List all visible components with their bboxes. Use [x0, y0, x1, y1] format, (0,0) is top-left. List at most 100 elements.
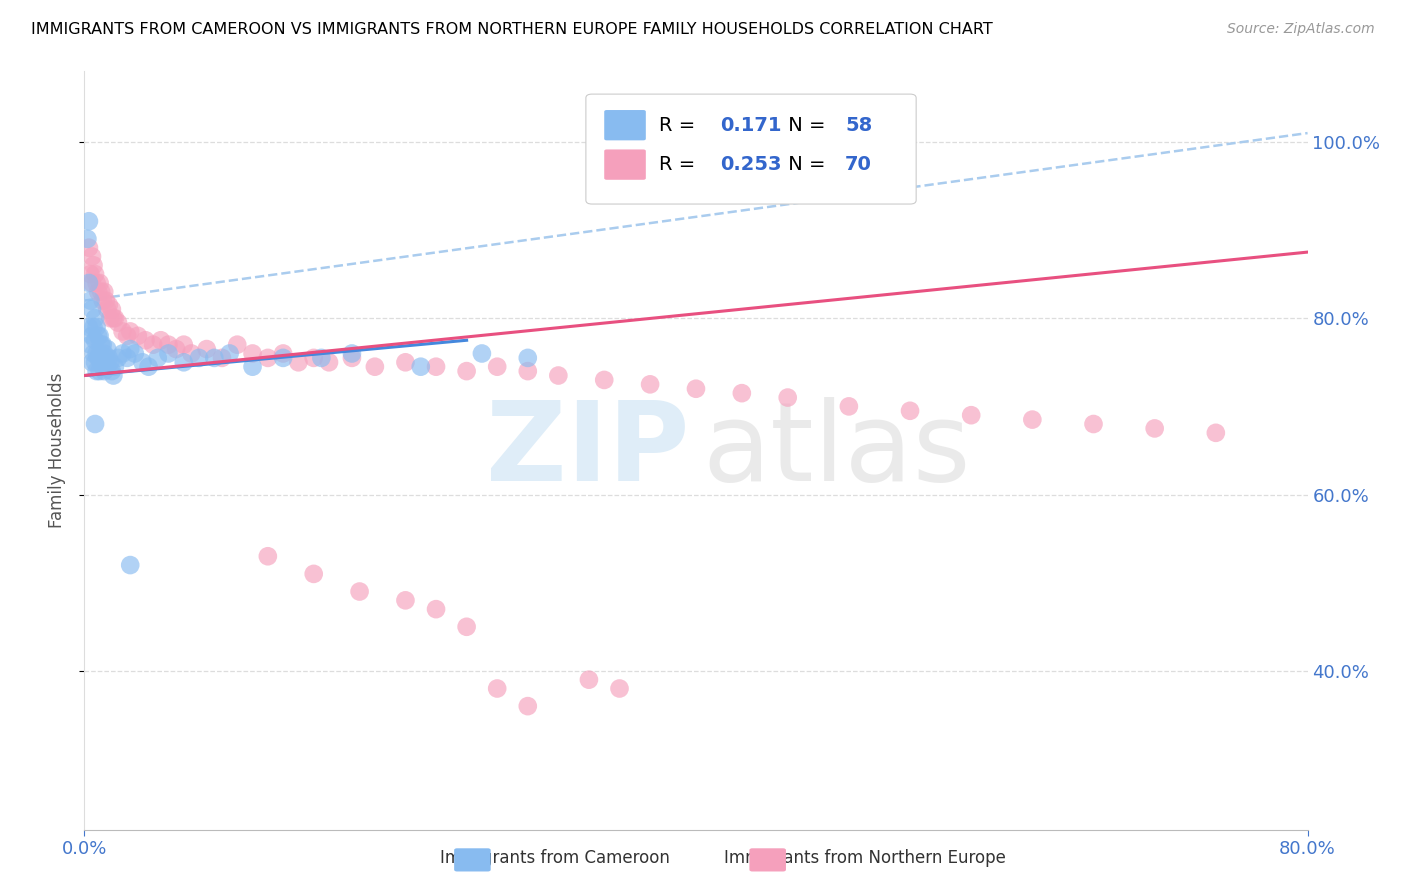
Text: 0.253: 0.253	[720, 155, 782, 174]
Point	[731, 386, 754, 401]
Point	[211, 351, 233, 365]
Point	[86, 346, 108, 360]
Point	[456, 364, 478, 378]
Point	[79, 337, 101, 351]
Point	[80, 250, 103, 264]
Point	[96, 359, 118, 374]
Point	[157, 346, 180, 360]
Point	[107, 316, 129, 330]
Text: 58: 58	[845, 116, 873, 135]
Point	[80, 329, 103, 343]
Point	[80, 302, 103, 317]
Point	[173, 355, 195, 369]
Point	[226, 337, 249, 351]
FancyBboxPatch shape	[586, 95, 917, 204]
Point	[242, 346, 264, 360]
Point	[96, 342, 118, 356]
Point	[87, 329, 110, 343]
Point	[456, 620, 478, 634]
Point	[84, 333, 107, 347]
Point	[1143, 421, 1166, 435]
Point	[87, 351, 110, 365]
Point	[578, 673, 600, 687]
Point	[127, 329, 149, 343]
Point	[311, 351, 333, 365]
Point	[80, 276, 103, 290]
Point	[93, 364, 115, 378]
Point	[91, 293, 114, 308]
Point	[80, 355, 103, 369]
Point	[202, 351, 225, 365]
Point	[318, 355, 340, 369]
Point	[115, 329, 138, 343]
Point	[471, 346, 494, 360]
Point	[96, 302, 118, 317]
Point	[79, 267, 101, 281]
Point	[79, 293, 101, 308]
Text: Immigrants from Cameroon: Immigrants from Cameroon	[398, 849, 671, 867]
Text: ZIP: ZIP	[486, 397, 690, 504]
Point	[120, 558, 142, 572]
Point	[77, 320, 100, 334]
Point	[218, 346, 240, 360]
Point	[776, 391, 799, 405]
Point	[409, 359, 432, 374]
Text: R =: R =	[659, 155, 702, 174]
Point	[77, 241, 100, 255]
Point	[104, 311, 127, 326]
Point	[94, 351, 117, 365]
Point	[609, 681, 631, 696]
Point	[138, 359, 160, 374]
Point	[364, 359, 387, 374]
Point	[89, 346, 111, 360]
Point	[547, 368, 569, 383]
Point	[91, 355, 114, 369]
Point	[98, 311, 121, 326]
Point	[101, 302, 124, 317]
Point	[89, 329, 111, 343]
Point	[93, 346, 115, 360]
Point	[242, 359, 264, 374]
Text: 0.171: 0.171	[720, 116, 782, 135]
Point	[76, 232, 98, 246]
Point	[104, 359, 127, 374]
Point	[257, 549, 280, 564]
Point	[180, 346, 202, 360]
Point	[83, 258, 105, 272]
Point	[165, 342, 187, 356]
Point	[685, 382, 707, 396]
Point	[425, 602, 447, 616]
Point	[638, 377, 661, 392]
Text: N =: N =	[782, 155, 831, 174]
Point	[131, 355, 153, 369]
Point	[486, 359, 509, 374]
Text: Immigrants from Northern Europe: Immigrants from Northern Europe	[682, 849, 1005, 867]
Point	[157, 337, 180, 351]
Point	[84, 267, 107, 281]
Point	[394, 355, 416, 369]
Point	[142, 337, 165, 351]
Point	[516, 364, 538, 378]
Point	[91, 337, 114, 351]
Point	[960, 408, 983, 422]
Point	[90, 337, 112, 351]
Point	[89, 276, 111, 290]
Text: R =: R =	[659, 116, 702, 135]
Point	[84, 355, 107, 369]
Point	[86, 320, 108, 334]
Point	[149, 333, 172, 347]
Point	[111, 346, 134, 360]
Point	[593, 373, 616, 387]
Point	[93, 285, 115, 299]
Point	[120, 342, 142, 356]
Point	[1205, 425, 1227, 440]
Point	[898, 404, 921, 418]
Point	[97, 351, 120, 365]
Point	[77, 214, 100, 228]
Point	[90, 285, 112, 299]
Point	[188, 351, 211, 365]
Point	[83, 346, 105, 360]
Point	[124, 346, 146, 360]
Point	[135, 333, 157, 347]
Point	[83, 320, 105, 334]
